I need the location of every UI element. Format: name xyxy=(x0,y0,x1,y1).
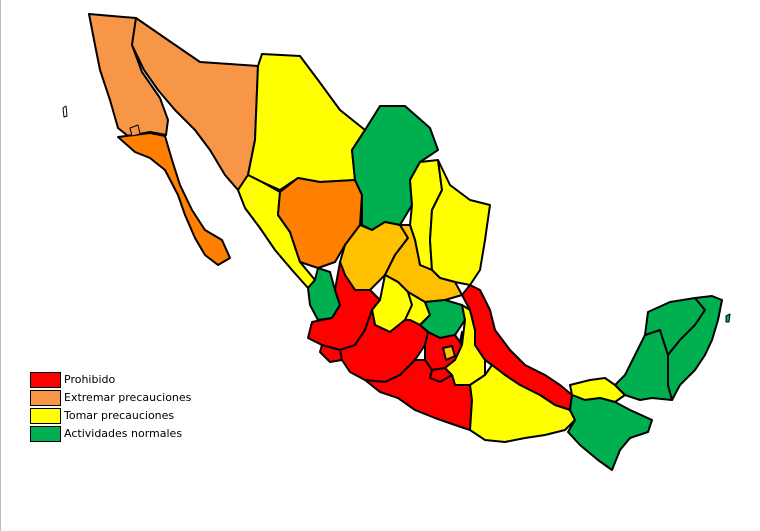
state-colima[interactable] xyxy=(319,344,343,363)
legend-swatch-tomar xyxy=(30,408,61,424)
state-san-luis-potosi[interactable] xyxy=(384,224,463,303)
island-tiburon xyxy=(129,124,141,137)
island-cozumel xyxy=(725,313,731,323)
legend-swatch-normal xyxy=(30,426,61,442)
legend-item-tomar: Tomar precauciones xyxy=(30,407,191,425)
legend-label-extremar: Extremar precauciones xyxy=(64,391,192,404)
legend-label-tomar: Tomar precauciones xyxy=(64,409,175,422)
legend-item-prohibido: Prohibido xyxy=(30,371,191,389)
island-guadalupe xyxy=(62,105,68,118)
state-quintana-roo[interactable] xyxy=(667,295,723,401)
state-chiapas[interactable] xyxy=(567,394,653,471)
legend-swatch-prohibido xyxy=(30,372,61,388)
left-edge-line xyxy=(0,0,1,531)
state-cdmx[interactable] xyxy=(442,345,456,361)
state-tamaulipas[interactable] xyxy=(429,159,491,286)
state-baja-california-sur[interactable] xyxy=(117,132,231,266)
legend-swatch-extremar xyxy=(30,390,61,406)
legend-label-normal: Actividades normales xyxy=(64,427,183,440)
state-guerrero[interactable] xyxy=(364,359,473,431)
state-chihuahua[interactable] xyxy=(247,53,366,191)
legend-label-prohibido: Prohibido xyxy=(64,373,116,386)
legend-item-extremar: Extremar precauciones xyxy=(30,389,191,407)
state-michoacan[interactable] xyxy=(339,309,429,383)
state-sonora[interactable] xyxy=(131,17,259,191)
state-coahuila[interactable] xyxy=(351,105,439,231)
legend-item-normal: Actividades normales xyxy=(30,425,191,443)
state-sinaloa[interactable] xyxy=(237,174,316,289)
legend: Prohibido Extremar precauciones Tomar pr… xyxy=(30,371,191,443)
